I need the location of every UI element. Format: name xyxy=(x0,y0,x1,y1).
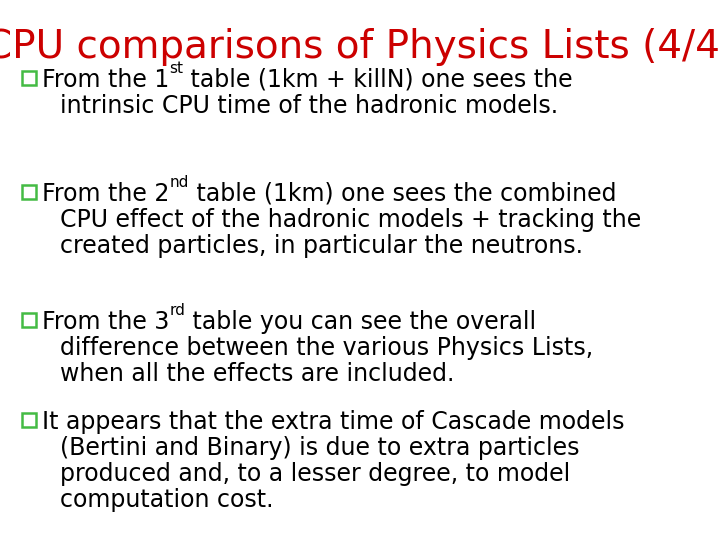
Bar xyxy=(22,413,36,427)
Text: From the 2: From the 2 xyxy=(42,182,169,206)
Text: table you can see the overall: table you can see the overall xyxy=(185,310,536,334)
Text: CPU effect of the hadronic models + tracking the: CPU effect of the hadronic models + trac… xyxy=(60,208,642,232)
Bar xyxy=(22,313,36,327)
Text: CPU comparisons of Physics Lists (4/4): CPU comparisons of Physics Lists (4/4) xyxy=(0,28,720,66)
Text: table (1km + killN) one sees the: table (1km + killN) one sees the xyxy=(184,68,573,92)
Text: It appears that the extra time of Cascade models: It appears that the extra time of Cascad… xyxy=(42,410,624,434)
Text: nd: nd xyxy=(169,175,189,190)
Text: (Bertini and Binary) is due to extra particles: (Bertini and Binary) is due to extra par… xyxy=(60,436,580,460)
Text: difference between the various Physics Lists,: difference between the various Physics L… xyxy=(60,336,593,360)
Text: rd: rd xyxy=(169,303,185,318)
Text: created particles, in particular the neutrons.: created particles, in particular the neu… xyxy=(60,234,583,258)
Bar xyxy=(22,71,36,85)
Text: when all the effects are included.: when all the effects are included. xyxy=(60,362,454,386)
Bar xyxy=(22,185,36,199)
Text: From the 3: From the 3 xyxy=(42,310,169,334)
Text: computation cost.: computation cost. xyxy=(60,488,274,512)
Text: produced and, to a lesser degree, to model: produced and, to a lesser degree, to mod… xyxy=(60,462,570,486)
Text: intrinsic CPU time of the hadronic models.: intrinsic CPU time of the hadronic model… xyxy=(60,94,558,118)
Text: table (1km) one sees the combined: table (1km) one sees the combined xyxy=(189,182,616,206)
Text: From the 1: From the 1 xyxy=(42,68,169,92)
Text: st: st xyxy=(169,61,184,76)
